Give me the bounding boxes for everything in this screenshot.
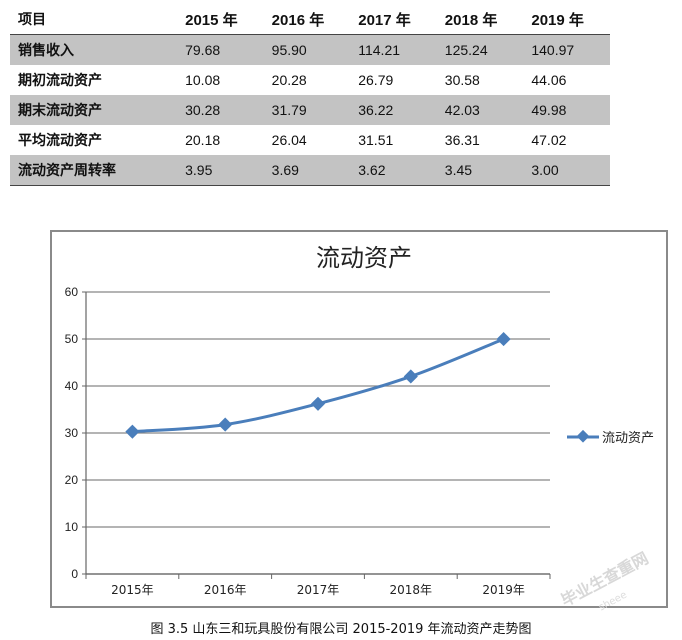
table-cell: 95.90 <box>263 34 351 65</box>
table-cell: 20.18 <box>185 132 221 148</box>
table-row: 销售收入 79.68 95.90 114.21 125.24 140.97 <box>10 34 610 65</box>
table-header-row: 项目 2015 年 2016 年 2017 年 2018 年 2019 年 <box>10 4 610 35</box>
header-cell-year: 2019 年 <box>523 4 610 35</box>
table-cell: 125.24 <box>436 34 524 65</box>
table-row: 期末流动资产 30.28 31.79 36.22 42.03 49.98 <box>10 95 610 125</box>
table-cell: 42.03 <box>436 95 524 125</box>
line-chart: 流动资产 0 10 20 30 40 50 60 2015年 2016年 2017年 2018年 20… <box>65 244 654 597</box>
row-label: 销售收入 <box>10 34 178 65</box>
x-tick-label: 2015年 <box>111 583 154 597</box>
header-cell-year: 2018 年 <box>436 4 524 35</box>
data-point-marker <box>496 332 511 347</box>
axes: 0 10 20 30 40 50 60 2015年 2016年 2017年 2018年 2019年 <box>65 285 551 597</box>
table-cell: 30.58 <box>444 72 480 88</box>
table-cell: 114.21 <box>350 34 437 65</box>
table-cell: 49.98 <box>523 95 610 125</box>
row-label: 期末流动资产 <box>10 95 178 125</box>
data-point-marker <box>125 424 140 439</box>
x-tick-label: 2019年 <box>482 583 525 597</box>
table-cell: 3.69 <box>263 155 351 186</box>
chart-frame: 流动资产 0 10 20 30 40 50 60 2015年 2016年 2017年 2018年 20… <box>50 230 668 608</box>
table-cell: 47.02 <box>531 132 567 148</box>
table-cell: 20.28 <box>271 72 307 88</box>
table-cell: 3.00 <box>523 155 610 186</box>
y-tick-label: 20 <box>65 473 79 487</box>
y-tick-label: 10 <box>65 520 79 534</box>
x-tick-label: 2018年 <box>390 583 433 597</box>
header-cell-year: 2015 年 <box>177 4 264 35</box>
table-cell: 36.22 <box>350 95 437 125</box>
header-cell-year: 2016 年 <box>263 4 351 35</box>
y-tick-label: 0 <box>71 567 78 581</box>
table-cell: 26.04 <box>271 132 307 148</box>
table-cell: 30.28 <box>177 95 264 125</box>
table-cell: 3.62 <box>350 155 437 186</box>
table-cell: 79.68 <box>177 34 264 65</box>
data-point-marker <box>310 396 326 411</box>
table-cell: 36.31 <box>444 132 480 148</box>
x-tick-label: 2016年 <box>204 583 247 597</box>
y-tick-label: 30 <box>65 426 79 440</box>
table-cell: 140.97 <box>523 34 610 65</box>
row-label: 平均流动资产 <box>18 133 102 149</box>
data-point-marker <box>403 369 418 384</box>
y-tick-label: 40 <box>65 379 79 393</box>
table-cell: 44.06 <box>531 72 567 88</box>
financial-table-container: 项目 2015 年 2016 年 2017 年 2018 年 2019 年 销售… <box>10 4 610 186</box>
table-cell: 3.95 <box>177 155 264 186</box>
series-line <box>132 337 505 434</box>
legend: 流动资产 <box>567 429 654 446</box>
x-tick-label: 2017年 <box>297 583 340 597</box>
table-row: 平均流动资产 20.18 26.04 31.51 36.31 47.02 <box>10 125 610 155</box>
table-cell: 26.79 <box>358 72 394 88</box>
y-tick-label: 50 <box>65 332 79 346</box>
gridlines <box>86 291 550 575</box>
header-cell-year: 2017 年 <box>350 4 437 35</box>
row-label: 期初流动资产 <box>18 73 102 89</box>
table-cell: 10.08 <box>185 72 221 88</box>
series-layer <box>125 332 511 439</box>
chart-title: 流动资产 <box>316 244 412 272</box>
y-tick-label: 60 <box>65 285 79 299</box>
figure-caption: 图 3.5 山东三和玩具股份有限公司 2015-2019 年流动资产走势图 <box>150 622 532 637</box>
header-cell-item: 项目 <box>10 4 178 35</box>
legend-diamond-swatch <box>576 429 590 443</box>
financial-table: 项目 2015 年 2016 年 2017 年 2018 年 2019 年 销售… <box>10 4 610 186</box>
data-point-marker <box>218 417 233 432</box>
table-cell: 31.51 <box>358 132 394 148</box>
table-row: 流动资产周转率 3.95 3.69 3.62 3.45 3.00 <box>10 155 610 186</box>
table-cell: 31.79 <box>263 95 351 125</box>
legend-label: 流动资产 <box>602 431 654 446</box>
table-row: 期初流动资产 10.08 20.28 26.79 30.58 44.06 <box>10 65 610 95</box>
table-cell: 3.45 <box>436 155 524 186</box>
row-label: 流动资产周转率 <box>10 155 178 186</box>
